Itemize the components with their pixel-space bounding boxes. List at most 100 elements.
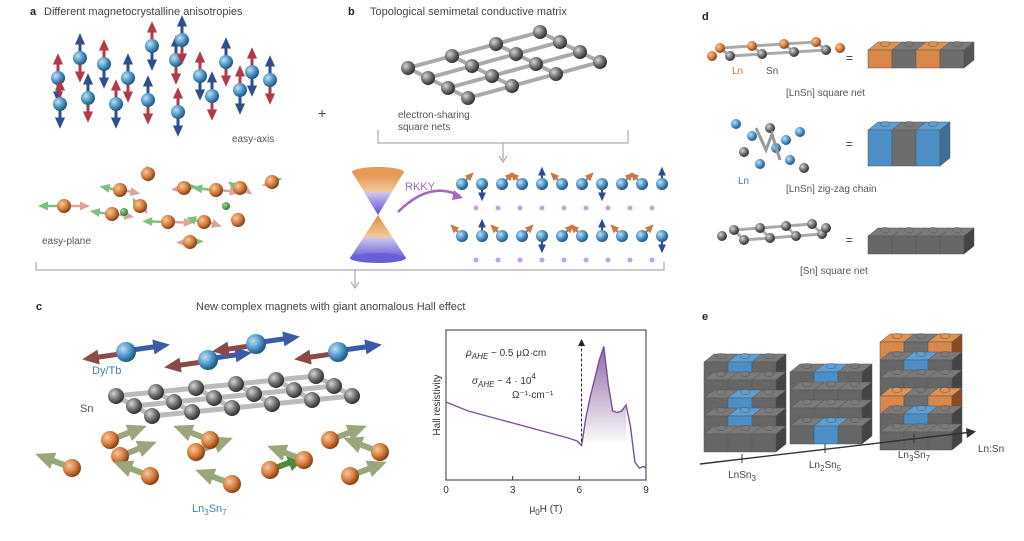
net-atom — [573, 45, 587, 59]
lnsn-square-net-label: [LnSn] square net — [786, 88, 865, 99]
lnsn3-stack-front — [751, 433, 777, 453]
panel-e: e LnSn3 Ln2Sn5 Ln3Sn7 Ln:Sn — [699, 311, 1004, 483]
d1-brick-stud — [879, 41, 891, 47]
hall-curve — [445, 346, 647, 469]
d1-brick-stud — [903, 41, 915, 47]
net-atom — [533, 25, 547, 39]
equals-2: = — [846, 137, 853, 151]
sn-atom — [206, 390, 222, 406]
net-atom — [465, 59, 479, 73]
easy-axis-atom — [233, 83, 247, 97]
zigzag-atom — [731, 119, 741, 129]
d1-atom — [789, 47, 799, 57]
ln-spin-head — [125, 424, 147, 441]
net-bond — [555, 60, 601, 76]
spin-arrow-down-head — [246, 85, 258, 97]
net-atom — [421, 71, 435, 85]
lnsn3-stack-stud — [739, 371, 751, 377]
ln3sn7-stack-stud — [891, 351, 903, 357]
d3-atom — [739, 235, 749, 245]
ln2sn5-stack-stud — [849, 417, 861, 423]
chain-spin-head — [570, 224, 580, 234]
electron-dot — [495, 205, 501, 211]
chain-atom — [516, 178, 528, 190]
spin-arrow-up-head — [220, 37, 232, 49]
dy-spin-right-head — [364, 339, 382, 355]
easy-axis-label: easy-axis — [232, 134, 274, 145]
net-bond — [471, 52, 517, 68]
rkky-label: RKKY — [405, 181, 436, 193]
electron-dot — [495, 257, 501, 263]
ln2sn5-stack-stud — [801, 381, 813, 387]
electron-dot — [517, 205, 523, 211]
lnsn3-tick-label: LnSn3 — [728, 470, 756, 483]
x-tick-label: 3 — [510, 485, 516, 496]
d1-atom — [747, 41, 757, 51]
ln3sn7-stack-stud — [891, 333, 903, 339]
nets-arrow-head — [498, 155, 508, 163]
electron-dot — [517, 257, 523, 263]
sigma-unit: Ω⁻¹·cm⁻¹ — [512, 390, 554, 401]
electron-dot — [605, 205, 611, 211]
rkky-arrow-head — [452, 190, 463, 200]
d1-atom — [779, 39, 789, 49]
sn-atom — [144, 408, 160, 424]
d2-brick-front — [891, 129, 917, 167]
zigzag-atom — [747, 131, 757, 141]
sn-atom — [264, 396, 280, 412]
easy-plane-atom — [183, 235, 197, 249]
easy-axis-atom — [145, 39, 159, 53]
spin-arrow-down-head — [194, 89, 206, 101]
ab-arrow-head — [350, 281, 360, 289]
x-tick-label: 0 — [443, 485, 449, 496]
plane-arrow-left-head — [89, 208, 101, 217]
easy-plane-atom — [265, 175, 279, 189]
dy-spin-left-head — [294, 349, 312, 365]
easy-plane-atom — [141, 167, 155, 181]
chain-atom — [456, 230, 468, 242]
d3-atom-faded — [821, 223, 831, 233]
lnsn3-stack-front — [703, 433, 729, 453]
ln3sn7-stack-stud — [939, 333, 951, 339]
panel-e-label: e — [702, 311, 708, 323]
ln2sn5-stack-stud — [849, 363, 861, 369]
plane-arrow-left-head — [38, 201, 48, 211]
d1-bond — [783, 40, 817, 46]
easy-axis-atom — [81, 91, 95, 105]
spin-arrow-up-head — [98, 39, 110, 51]
chain-spin-head — [538, 166, 546, 176]
electron-dot — [473, 205, 479, 211]
d1-brick-side — [963, 41, 975, 69]
ln3sn7-stack-stud — [939, 405, 951, 411]
spin-arrow-up-head — [194, 51, 206, 63]
ln3sn7-stack-stud — [939, 423, 951, 429]
chain-atom — [616, 230, 628, 242]
spin-arrow-up-head — [206, 71, 218, 83]
spin-arrow-down-head — [206, 109, 218, 121]
ln2sn5-stack-stud — [801, 417, 813, 423]
chain-atom — [516, 230, 528, 242]
ln-atom — [141, 467, 159, 485]
plus-sign: + — [318, 105, 326, 121]
lnsn3-stack-stud — [715, 353, 727, 359]
ln2sn5-stack-front — [837, 425, 863, 445]
chain-atom — [576, 230, 588, 242]
d1-brick-stud — [927, 41, 939, 47]
d1-brick-front — [915, 49, 941, 69]
sn-atom — [286, 382, 302, 398]
ln2sn5-stack-stud — [849, 381, 861, 387]
x-axis-label: μ0H (T) — [530, 504, 563, 517]
ln3sn7-stack-stud — [915, 405, 927, 411]
dy-tb-atom — [116, 342, 136, 362]
panel-c: c New complex magnets with giant anomalo… — [35, 301, 465, 517]
ln2sn5-stack-front — [789, 425, 815, 445]
x-tick-label: 9 — [643, 485, 649, 496]
x-tick-label: 6 — [577, 485, 583, 496]
chain-atom-blue — [476, 230, 488, 242]
ln2sn5-stack-stud — [825, 363, 837, 369]
spin-arrow-down-head — [82, 111, 94, 123]
easy-plane-atom — [105, 207, 119, 221]
electron-dot — [539, 205, 545, 211]
easy-plane-atom — [231, 213, 245, 227]
